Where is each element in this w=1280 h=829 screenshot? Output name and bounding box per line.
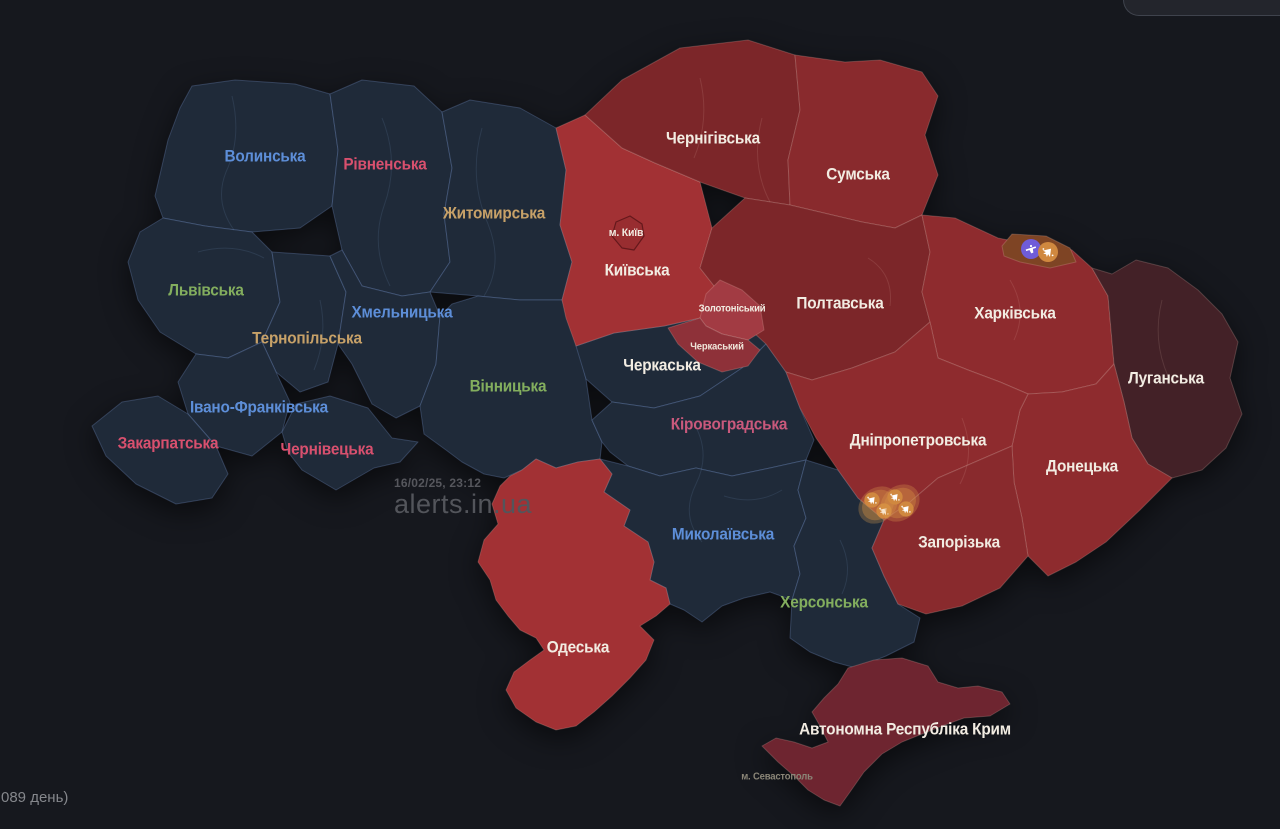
region-kirovohradska[interactable] — [591, 343, 815, 477]
war-day-counter: 089 день) — [1, 789, 69, 806]
district-borders-decoration — [197, 77, 1169, 595]
alert-marker-drone-cluster-dnipro-east[interactable] — [873, 477, 927, 530]
region-mykolaivska[interactable] — [599, 458, 807, 623]
region-volynska[interactable] — [154, 79, 339, 233]
region-zakarpatska[interactable] — [91, 395, 229, 505]
district-cherkaskyi[interactable] — [667, 317, 761, 373]
region-crimea[interactable] — [761, 657, 1011, 807]
region-odeska[interactable] — [477, 458, 671, 731]
watermark-timestamp: 16/02/25, 23:12 — [394, 476, 482, 490]
region-kyiv-city[interactable] — [611, 215, 645, 251]
alert-marker-guided-bomb-kharkiv[interactable] — [1021, 239, 1041, 259]
region-chernivetska[interactable] — [281, 395, 419, 491]
watermark-brand: alerts.in.ua — [394, 488, 533, 519]
alert-marker-drone-kharkiv[interactable] — [1038, 242, 1058, 262]
watermark: 16/02/25, 23:12 alerts.in.ua — [394, 477, 532, 518]
region-luhanska[interactable] — [1091, 259, 1243, 479]
top-right-panel-edge[interactable] — [1123, 0, 1280, 16]
region-sumska[interactable] — [787, 54, 939, 229]
region-donetska[interactable] — [1011, 363, 1173, 577]
region-lvivska[interactable] — [127, 217, 281, 359]
region-dnipropetrovska[interactable] — [785, 321, 1029, 521]
region-zhytomyrska[interactable] — [429, 99, 573, 301]
region-zaporizka[interactable] — [871, 445, 1029, 615]
